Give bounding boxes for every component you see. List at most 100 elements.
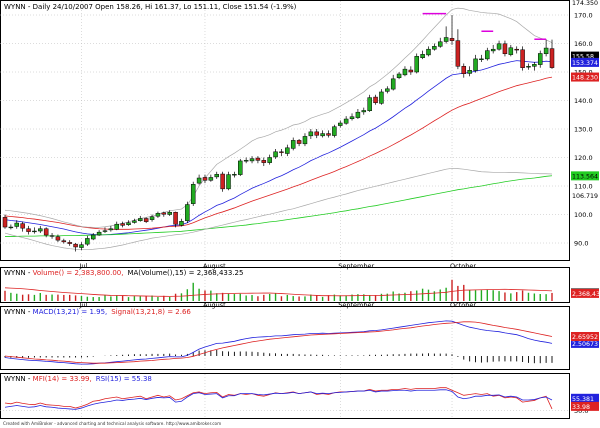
volume-bar[interactable]: [63, 294, 65, 301]
candle-body[interactable]: [355, 111, 361, 118]
candle-body[interactable]: [420, 54, 425, 59]
volume-bar[interactable]: [174, 293, 177, 301]
candle-body[interactable]: [390, 78, 396, 90]
candle-body[interactable]: [96, 231, 102, 236]
volume-bar[interactable]: [516, 292, 518, 301]
candle-body[interactable]: [190, 184, 196, 204]
candle-body[interactable]: [290, 140, 296, 149]
volume-bar[interactable]: [21, 294, 24, 301]
candle-body[interactable]: [520, 49, 525, 68]
volume-bar[interactable]: [57, 294, 59, 301]
candle-body[interactable]: [238, 160, 243, 175]
volume-bar[interactable]: [216, 293, 218, 301]
volume-bar[interactable]: [145, 295, 147, 301]
volume-bar[interactable]: [463, 284, 465, 301]
candle-body[interactable]: [143, 218, 149, 222]
candle-body[interactable]: [167, 211, 172, 215]
volume-bar[interactable]: [274, 293, 277, 301]
volume-bar[interactable]: [439, 289, 441, 301]
macd-panel[interactable]: [0, 306, 570, 370]
candle-body[interactable]: [426, 48, 431, 56]
candle-body[interactable]: [455, 40, 461, 67]
candle-body[interactable]: [2, 217, 8, 228]
volume-bar[interactable]: [257, 296, 259, 301]
candle-body[interactable]: [332, 126, 337, 136]
candle-body[interactable]: [532, 64, 537, 67]
volume-panel[interactable]: [0, 267, 570, 303]
candle-body[interactable]: [443, 37, 449, 42]
volume-bar[interactable]: [445, 287, 447, 301]
candle-body[interactable]: [473, 58, 478, 71]
volume-bar[interactable]: [45, 294, 47, 301]
volume-bar[interactable]: [98, 297, 100, 301]
candle-body[interactable]: [461, 66, 467, 74]
volume-bar[interactable]: [551, 292, 553, 301]
volume-bar[interactable]: [51, 294, 53, 301]
volume-bar[interactable]: [398, 293, 400, 301]
volume-bar[interactable]: [380, 293, 383, 301]
candle-body[interactable]: [85, 238, 90, 245]
volume-bar[interactable]: [427, 289, 430, 301]
candle-body[interactable]: [79, 244, 84, 248]
candle-body[interactable]: [285, 147, 290, 154]
candle-body[interactable]: [437, 41, 443, 47]
candle-body[interactable]: [179, 221, 184, 226]
candle-body[interactable]: [102, 230, 108, 232]
candle-body[interactable]: [232, 174, 237, 176]
candle-body[interactable]: [214, 174, 219, 178]
volume-bar[interactable]: [433, 291, 436, 301]
volume-bar[interactable]: [339, 295, 341, 301]
volume-bar[interactable]: [357, 294, 359, 301]
volume-bar[interactable]: [468, 290, 471, 301]
candle-body[interactable]: [361, 110, 367, 113]
candle-body[interactable]: [220, 173, 225, 190]
volume-bar[interactable]: [474, 290, 477, 301]
volume-bar[interactable]: [321, 296, 324, 301]
candle-body[interactable]: [261, 160, 267, 163]
candle-body[interactable]: [73, 243, 78, 248]
volume-bar[interactable]: [410, 291, 412, 301]
volume-bar[interactable]: [457, 285, 459, 301]
volume-bar[interactable]: [345, 295, 347, 301]
candle-body[interactable]: [61, 240, 67, 243]
candle-body[interactable]: [296, 140, 302, 144]
candle-body[interactable]: [208, 177, 214, 181]
candle-body[interactable]: [120, 223, 125, 226]
candle-body[interactable]: [273, 151, 278, 158]
candle-body[interactable]: [161, 212, 167, 215]
candle-body[interactable]: [267, 157, 272, 163]
candle-body[interactable]: [485, 50, 490, 60]
candle-body[interactable]: [8, 226, 14, 229]
candle-body[interactable]: [367, 97, 372, 112]
candle-body[interactable]: [326, 133, 331, 136]
candle-body[interactable]: [385, 88, 390, 92]
volume-bar[interactable]: [351, 294, 353, 301]
candle-body[interactable]: [126, 222, 131, 226]
volume-bar[interactable]: [4, 290, 6, 301]
candle-body[interactable]: [67, 242, 72, 244]
candle-body[interactable]: [408, 69, 414, 73]
volume-bar[interactable]: [80, 295, 83, 301]
volume-bar[interactable]: [292, 296, 294, 301]
candle-body[interactable]: [20, 223, 25, 229]
volume-bar[interactable]: [221, 292, 224, 301]
volume-bar[interactable]: [298, 296, 300, 301]
volume-bar[interactable]: [368, 295, 371, 301]
volume-bar[interactable]: [104, 295, 106, 301]
candle-body[interactable]: [402, 68, 408, 76]
candle-body[interactable]: [202, 177, 208, 181]
candle-body[interactable]: [396, 73, 402, 78]
volume-bar[interactable]: [286, 294, 289, 301]
candle-body[interactable]: [185, 204, 190, 222]
volume-bar[interactable]: [304, 296, 306, 301]
candle-body[interactable]: [343, 118, 349, 124]
candle-body[interactable]: [38, 228, 43, 232]
volume-bar[interactable]: [310, 294, 312, 301]
volume-bar[interactable]: [416, 290, 418, 301]
volume-bar[interactable]: [245, 295, 247, 301]
candle-body[interactable]: [173, 211, 178, 225]
volume-bar[interactable]: [127, 297, 130, 301]
volume-bar[interactable]: [121, 295, 124, 301]
candle-body[interactable]: [132, 220, 137, 223]
volume-bar[interactable]: [227, 293, 230, 301]
